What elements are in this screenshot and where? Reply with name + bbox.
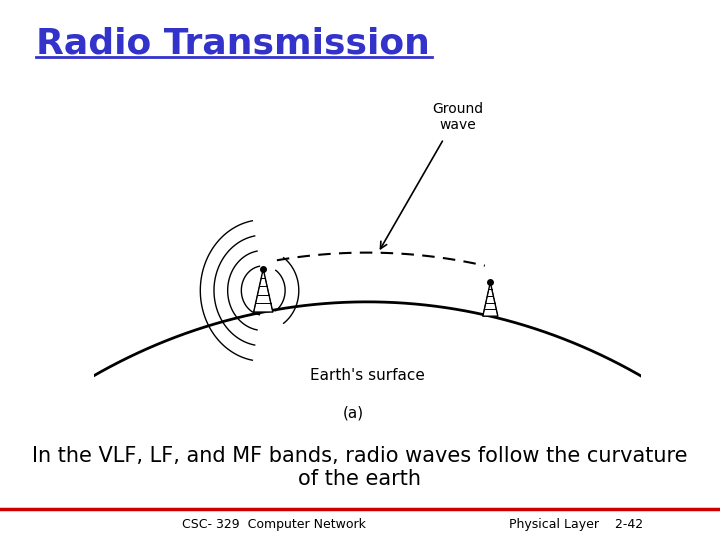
Polygon shape	[483, 282, 498, 316]
Text: In the VLF, LF, and MF bands, radio waves follow the curvature
of the earth: In the VLF, LF, and MF bands, radio wave…	[32, 446, 688, 489]
Text: Physical Layer    2-42: Physical Layer 2-42	[509, 518, 643, 531]
Text: Ground
wave: Ground wave	[432, 102, 483, 132]
Text: (a): (a)	[343, 405, 364, 420]
Text: CSC- 329  Computer Network: CSC- 329 Computer Network	[181, 518, 366, 531]
Polygon shape	[253, 269, 273, 312]
Text: Radio Transmission: Radio Transmission	[36, 27, 430, 61]
Text: Earth's surface: Earth's surface	[310, 368, 425, 383]
